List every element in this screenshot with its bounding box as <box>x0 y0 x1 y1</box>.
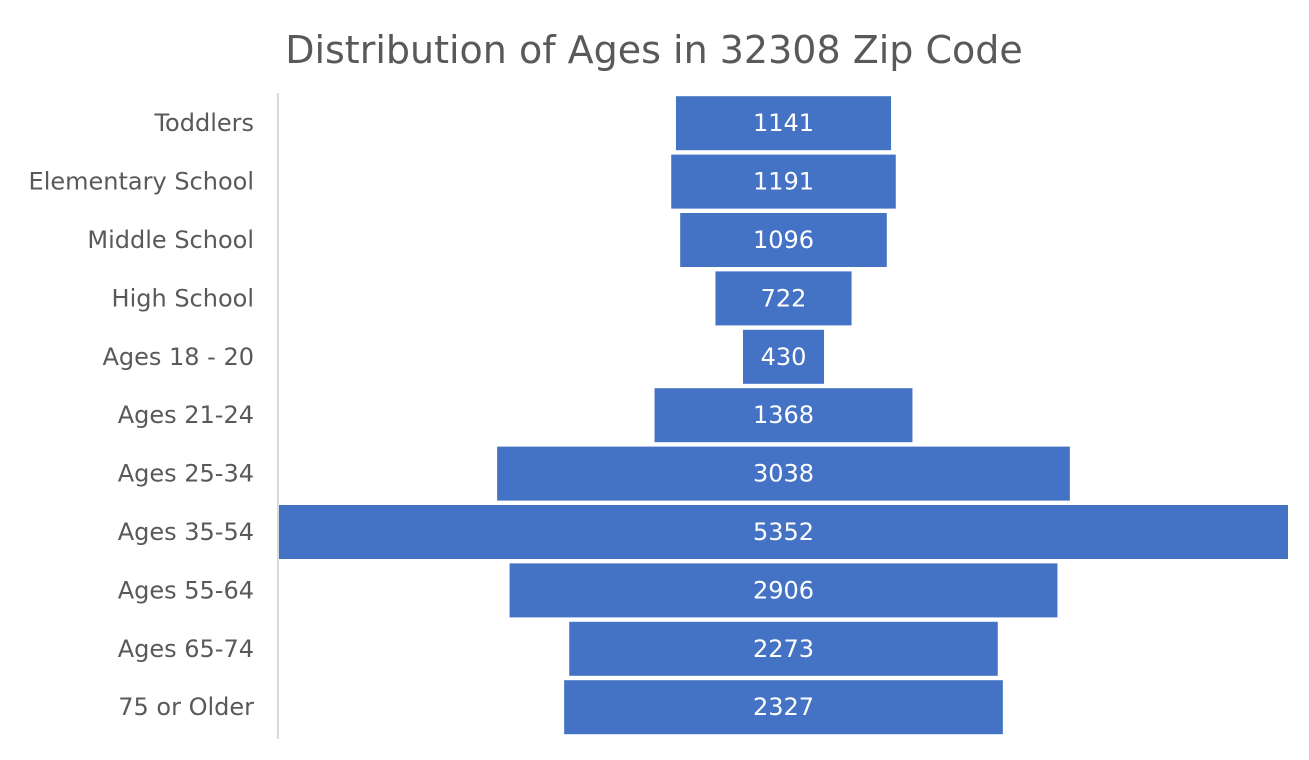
category-labels: Toddlers Elementary School Middle School Hi… <box>29 109 255 721</box>
bar-ages-18-20 <box>742 329 825 384</box>
bar-ages-55-64 <box>509 563 1058 618</box>
category-label-ages-55-64: Ages 55-64 <box>118 576 254 604</box>
category-label-elementary-school: Elementary School <box>29 168 254 196</box>
category-label-ages-35-54: Ages 35-54 <box>118 518 254 546</box>
bars <box>279 96 1288 735</box>
data-label-ages-18-20: 430 <box>761 343 807 371</box>
chart-title: Distribution of Ages in 32308 Zip Code <box>285 28 1023 72</box>
data-label-high-school: 722 <box>761 284 807 312</box>
category-label-ages-65-74: Ages 65-74 <box>118 635 254 663</box>
category-label-high-school: High School <box>112 284 254 312</box>
data-label-ages-35-54: 5352 <box>753 518 814 546</box>
category-label-ages-25-34: Ages 25-34 <box>118 460 254 488</box>
data-label-75-or-older: 2327 <box>753 693 814 721</box>
data-label-ages-21-24: 1368 <box>753 401 814 429</box>
category-label-middle-school: Middle School <box>87 226 254 254</box>
data-label-ages-25-34: 3038 <box>753 460 814 488</box>
bar-elementary-school <box>671 154 896 209</box>
bar-ages-25-34 <box>497 446 1070 501</box>
data-label-ages-55-64: 2906 <box>753 576 814 604</box>
data-label-elementary-school: 1191 <box>753 168 814 196</box>
bar-high-school <box>715 271 852 326</box>
category-label-ages-21-24: Ages 21-24 <box>118 401 254 429</box>
bar-toddlers <box>675 96 892 151</box>
bar-ages-21-24 <box>654 388 913 443</box>
data-labels: 1141 1191 1096 722 430 1368 3038 5352 2906 2273 23… <box>753 109 814 721</box>
bar-ages-35-54 <box>279 505 1288 559</box>
bar-middle-school <box>680 213 887 267</box>
category-label-75-or-older: 75 or Older <box>118 693 254 721</box>
data-label-middle-school: 1096 <box>753 226 814 254</box>
bar-ages-65-74 <box>569 621 998 676</box>
data-label-ages-65-74: 2273 <box>753 635 814 663</box>
category-label-toddlers: Toddlers <box>153 109 254 137</box>
bar-75-or-older <box>564 680 1003 735</box>
category-label-ages-18-20: Ages 18 - 20 <box>102 343 254 371</box>
data-label-toddlers: 1141 <box>753 109 814 137</box>
